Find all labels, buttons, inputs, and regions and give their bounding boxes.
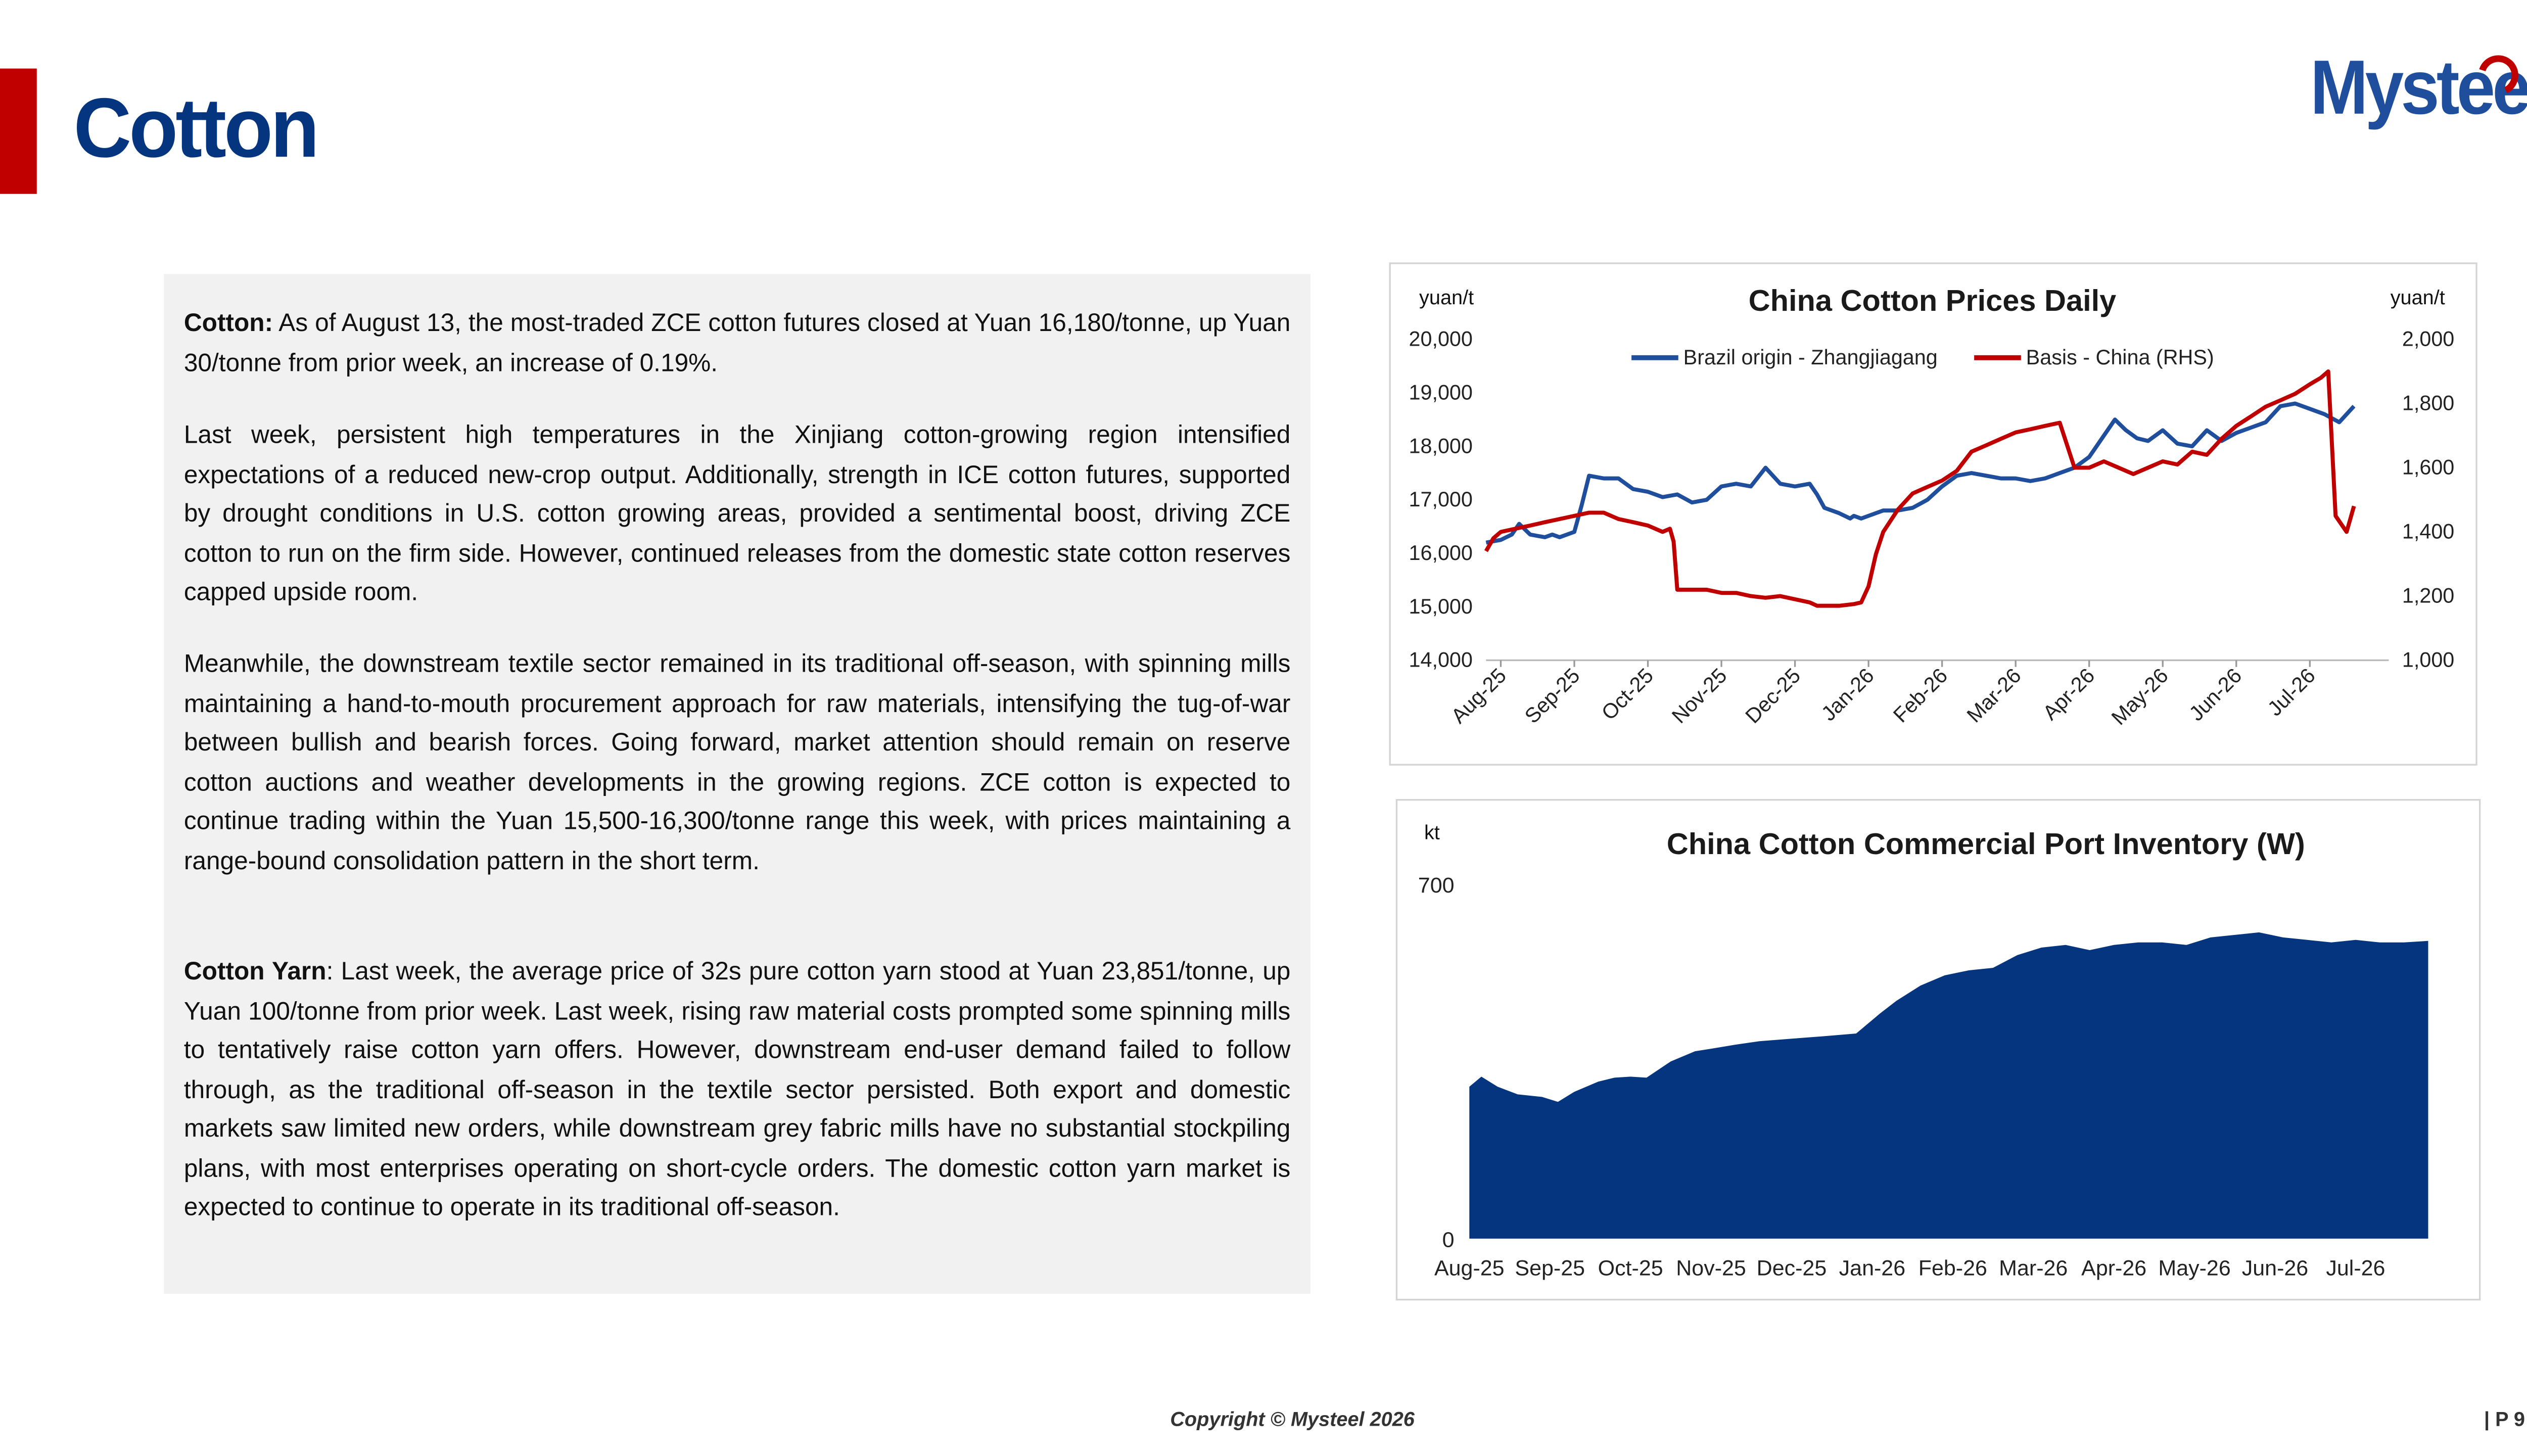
- x-tick-label: Feb-26: [1918, 1256, 1987, 1281]
- left-tick-label: 14,000: [1409, 648, 1473, 672]
- paragraph-cotton-yarn: Cotton Yarn: Last week, the average pric…: [184, 953, 1291, 1228]
- left-tick-label: 16,000: [1409, 541, 1473, 565]
- chart-title: China Cotton Commercial Port Inventory (…: [1667, 827, 2305, 861]
- x-tick-label: Aug-25: [1446, 664, 1511, 728]
- chart-title: China Cotton Prices Daily: [1749, 284, 2117, 317]
- cotton-prices-chart: yuan/t yuan/t China Cotton Prices Daily …: [1389, 262, 2477, 766]
- right-tick-label: 1,200: [2402, 584, 2454, 607]
- x-tick-label: Jan-26: [1839, 1256, 1905, 1281]
- inventory-area: [1469, 932, 2428, 1239]
- right-tick-label: 1,400: [2402, 520, 2454, 543]
- x-tick-label: Apr-26: [2038, 664, 2099, 724]
- legend-label-basis: Basis - China (RHS): [2026, 346, 2214, 369]
- legend-label-brazil: Brazil origin - Zhangjiagang: [1683, 346, 1938, 369]
- right-axis-unit: yuan/t: [2391, 287, 2445, 309]
- x-tick-label: Oct-25: [1598, 1256, 1663, 1281]
- copyright-footer: Copyright © Mysteel 2026: [1170, 1407, 1415, 1431]
- x-tick-label: Jun-26: [2184, 664, 2246, 725]
- x-tick-label: Sep-25: [1515, 1256, 1585, 1281]
- left-axis-unit: yuan/t: [1419, 287, 1474, 309]
- x-tick-label: Nov-25: [1676, 1256, 1746, 1281]
- paragraph-weather: Last week, persistent high temperatures …: [183, 421, 1291, 607]
- x-tick-label: Nov-25: [1667, 664, 1732, 728]
- cotton-label: Cotton:: [183, 309, 273, 338]
- right-tick-label: 1,000: [2402, 648, 2454, 672]
- y-tick-label: 0: [1442, 1228, 1455, 1252]
- right-tick-label: 1,800: [2402, 392, 2454, 415]
- left-tick-label: 20,000: [1409, 327, 1473, 351]
- x-tick-label: Dec-25: [1757, 1256, 1827, 1281]
- commentary-panel: Cotton: As of August 13, the most-traded…: [164, 274, 1311, 1294]
- x-tick-label: Oct-25: [1597, 664, 1658, 724]
- left-tick-label: 19,000: [1409, 381, 1473, 404]
- cotton-summary: As of August 13, the most-traded ZCE cot…: [183, 309, 1291, 377]
- x-tick-label: Jul-26: [2326, 1256, 2385, 1281]
- x-tick-label: Apr-26: [2081, 1256, 2146, 1281]
- left-tick-label: 15,000: [1409, 595, 1473, 618]
- paragraph-downstream: Meanwhile, the downstream textile sector…: [183, 650, 1291, 875]
- cotton-yarn-label: Cotton Yarn: [183, 958, 326, 987]
- port-inventory-chart: kt China Cotton Commercial Port Inventor…: [1395, 799, 2481, 1301]
- chart-legend: Brazil origin - Zhangjiagang Basis - Chi…: [1631, 346, 2214, 369]
- series-line-brazil: [1485, 401, 2356, 545]
- port-inventory-chart-svg: kt China Cotton Commercial Port Inventor…: [1418, 821, 2428, 1281]
- cotton-prices-chart-svg: yuan/t yuan/t China Cotton Prices Daily …: [1409, 284, 2455, 729]
- x-tick-label: May-26: [2107, 664, 2173, 729]
- series-line-basis: [1484, 369, 2356, 608]
- page-number: | P 9: [2484, 1407, 2525, 1431]
- x-tick-label: Dec-25: [1741, 664, 1805, 728]
- x-tick-label: Jan-26: [1817, 664, 1879, 725]
- x-tick-label: Sep-25: [1520, 664, 1584, 728]
- y-axis-unit: kt: [1424, 821, 1440, 843]
- y-tick-label: 700: [1418, 873, 1455, 898]
- title-accent-bar: [0, 68, 37, 194]
- x-tick-label: May-26: [2158, 1256, 2230, 1281]
- right-tick-label: 1,600: [2402, 456, 2454, 479]
- x-tick-label: Mar-26: [1962, 664, 2026, 727]
- right-tick-label: 2,000: [2402, 327, 2454, 351]
- left-tick-label: 17,000: [1409, 488, 1473, 511]
- x-tick-label: Mar-26: [1999, 1256, 2068, 1281]
- paragraph-cotton: Cotton: As of August 13, the most-traded…: [184, 304, 1291, 383]
- left-tick-label: 18,000: [1409, 434, 1473, 457]
- x-tick-label: Feb-26: [1889, 664, 1952, 727]
- x-tick-label: Jun-26: [2242, 1256, 2308, 1281]
- cotton-yarn-body: : Last week, the average price of 32s pu…: [183, 958, 1291, 1222]
- logo-swoosh-icon: [2479, 55, 2518, 93]
- x-tick-label: Jul-26: [2263, 664, 2320, 720]
- mysteel-logo: Mysteel: [2310, 44, 2527, 130]
- x-tick-label: Aug-25: [1434, 1256, 1505, 1281]
- page-title: Cotton: [73, 83, 319, 176]
